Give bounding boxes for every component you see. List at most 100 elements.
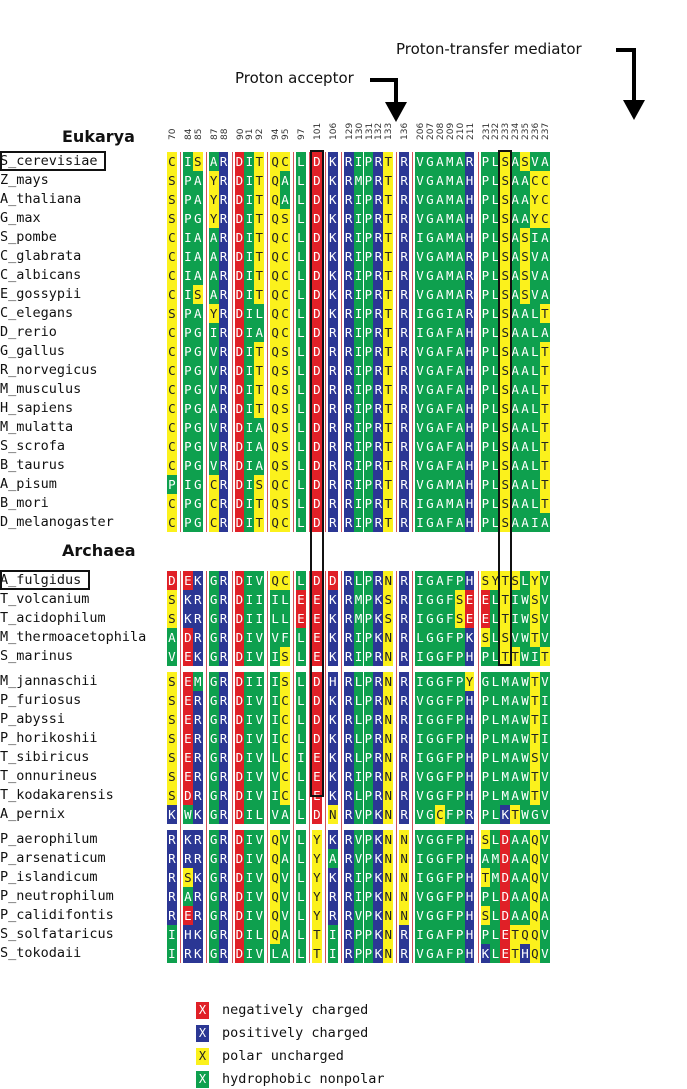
organism-name: A_pisum — [0, 476, 57, 492]
legend-label-negative: negatively charged — [222, 1002, 369, 1018]
residue-cell: R — [373, 767, 384, 786]
column-separator — [205, 571, 207, 963]
residue-cell: I — [244, 209, 255, 228]
residue-cell: I — [270, 590, 281, 609]
residue-cell: V — [415, 152, 425, 171]
residue-cell: P — [363, 285, 374, 304]
residue-cell: P — [363, 380, 374, 399]
residue-cell: I — [415, 323, 425, 342]
residue-cell: M — [444, 171, 455, 190]
residue-cell: I — [244, 805, 255, 824]
residue-cell: F — [444, 437, 455, 456]
residue-cell: V — [254, 748, 265, 767]
residue-cell: R — [373, 729, 384, 748]
residue-cell: R — [218, 571, 229, 590]
organism-name: M_thermoacetophila — [0, 629, 147, 645]
residue-cell: E — [182, 710, 193, 729]
residue-cell: A — [510, 830, 521, 849]
residue-cell: D — [311, 672, 322, 691]
residue-cell: F — [444, 925, 455, 944]
residue-cell: R — [218, 418, 229, 437]
residue-cell: R — [218, 925, 229, 944]
residue-cell: L — [254, 805, 265, 824]
residue-cell: T — [383, 456, 394, 475]
residue-cell: K — [373, 849, 384, 868]
residue-cell: H — [464, 868, 475, 887]
residue-cell: L — [490, 691, 501, 710]
residue-cell: A — [539, 323, 550, 342]
residue-cell: W — [520, 647, 530, 666]
residue-cell: A — [434, 437, 445, 456]
residue-cell: Q — [270, 494, 281, 513]
residue-cell: R — [343, 418, 354, 437]
residue-cell: M — [500, 691, 511, 710]
residue-cell: R — [399, 729, 410, 748]
residue-cell: R — [218, 171, 229, 190]
residue-cell: N — [383, 628, 394, 647]
column-separator — [267, 152, 269, 532]
residue-cell: D — [311, 285, 322, 304]
residue-cell: Q — [270, 361, 281, 380]
residue-cell: P — [363, 228, 374, 247]
residue-cell: R — [218, 710, 229, 729]
residue-cell: Q — [530, 944, 540, 963]
residue-cell: V — [254, 906, 265, 925]
residue-cell: P — [480, 266, 491, 285]
residue-cell: G — [192, 475, 203, 494]
residue-cell: A — [434, 266, 445, 285]
residue-cell: Q — [270, 342, 281, 361]
residue-cell: S — [520, 285, 530, 304]
residue-cell: P — [182, 418, 193, 437]
residue-cell: D — [234, 494, 245, 513]
residue-cell: P — [454, 647, 465, 666]
residue-cell: C — [167, 228, 177, 247]
residue-cell: A — [434, 171, 445, 190]
position-label: 70 — [168, 128, 178, 140]
residue-cell: M — [444, 266, 455, 285]
residue-cell: I — [244, 247, 255, 266]
residue-cell: L — [353, 672, 364, 691]
residue-cell: Q — [270, 266, 281, 285]
residue-cell: D — [311, 266, 322, 285]
residue-cell: A — [254, 456, 265, 475]
residue-cell: R — [373, 361, 384, 380]
residue-cell: R — [399, 710, 410, 729]
residue-cell: K — [327, 691, 338, 710]
residue-cell: G — [425, 805, 435, 824]
organism-name: T_volcanium — [0, 591, 90, 607]
residue-cell: R — [373, 209, 384, 228]
residue-cell: V — [415, 361, 425, 380]
residue-cell: A — [208, 266, 219, 285]
residue-cell: P — [454, 748, 465, 767]
residue-cell: I — [353, 247, 364, 266]
residue-cell: R — [192, 906, 203, 925]
organism-name: G_gallus — [0, 343, 66, 359]
residue-cell: Q — [530, 887, 540, 906]
residue-cell: P — [363, 171, 374, 190]
residue-cell: G — [425, 729, 435, 748]
residue-cell: N — [383, 729, 394, 748]
residue-cell: P — [363, 830, 374, 849]
residue-cell: F — [444, 691, 455, 710]
residue-cell: I — [254, 609, 265, 628]
residue-cell: K — [182, 609, 193, 628]
residue-cell: F — [444, 830, 455, 849]
residue-cell: I — [244, 849, 255, 868]
residue-cell: A — [454, 513, 465, 532]
residue-cell: P — [182, 342, 193, 361]
residue-cell: I — [254, 672, 265, 691]
residue-cell: G — [530, 805, 540, 824]
residue-cell: A — [520, 342, 530, 361]
residue-cell: L — [296, 209, 306, 228]
residue-cell: L — [490, 513, 501, 532]
residue-cell: Y — [311, 868, 322, 887]
residue-cell: P — [480, 437, 491, 456]
residue-cell: A — [510, 285, 521, 304]
residue-cell: A — [510, 672, 521, 691]
residue-cell: Y — [464, 672, 475, 691]
residue-cell: A — [434, 209, 445, 228]
residue-cell: L — [296, 647, 306, 666]
residue-cell: K — [327, 209, 338, 228]
residue-cell: C — [167, 323, 177, 342]
residue-cell: D — [234, 437, 245, 456]
